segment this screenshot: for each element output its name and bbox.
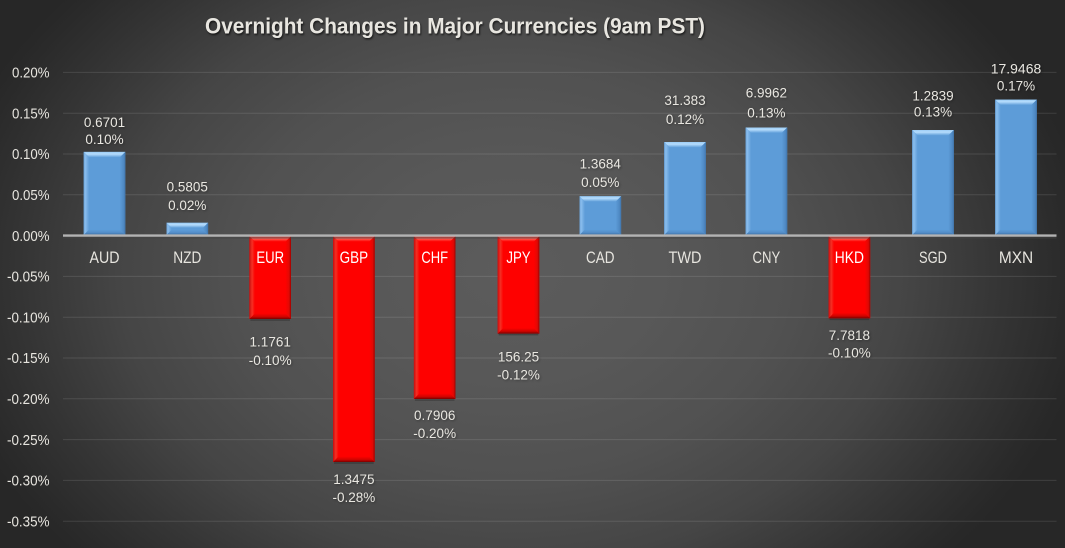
svg-text:CHF: CHF: [421, 249, 448, 267]
svg-text:-0.10%: -0.10%: [7, 310, 50, 326]
svg-text:0.20%: 0.20%: [12, 66, 50, 82]
svg-text:NZD: NZD: [173, 249, 201, 267]
svg-text:0.00%: 0.00%: [12, 229, 50, 245]
svg-text:31.383: 31.383: [664, 93, 705, 108]
svg-text:-0.25%: -0.25%: [7, 433, 50, 449]
svg-text:-0.15%: -0.15%: [7, 351, 50, 367]
svg-text:-0.28%: -0.28%: [333, 490, 376, 505]
svg-text:-0.05%: -0.05%: [7, 270, 50, 286]
svg-text:7.7818: 7.7818: [829, 328, 870, 343]
svg-text:-0.20%: -0.20%: [7, 392, 50, 408]
svg-text:0.10%: 0.10%: [12, 147, 50, 163]
svg-text:-0.30%: -0.30%: [7, 474, 50, 490]
svg-text:HKD: HKD: [835, 249, 864, 267]
svg-text:0.7906: 0.7906: [414, 408, 455, 423]
svg-text:1.3684: 1.3684: [580, 156, 622, 171]
svg-text:0.6701: 0.6701: [84, 115, 125, 130]
svg-text:SGD: SGD: [919, 249, 947, 267]
svg-text:-0.35%: -0.35%: [7, 514, 50, 530]
svg-text:-0.10%: -0.10%: [249, 353, 292, 368]
svg-text:0.13%: 0.13%: [747, 105, 785, 120]
svg-text:1.1761: 1.1761: [250, 334, 291, 349]
svg-text:0.12%: 0.12%: [666, 112, 704, 127]
svg-text:0.13%: 0.13%: [914, 105, 952, 120]
svg-text:156.25: 156.25: [498, 349, 539, 364]
svg-text:1.2839: 1.2839: [912, 89, 953, 104]
svg-text:GBP: GBP: [340, 249, 369, 267]
svg-text:0.5805: 0.5805: [167, 179, 208, 194]
svg-text:0.05%: 0.05%: [12, 188, 50, 204]
svg-text:-0.10%: -0.10%: [828, 346, 871, 361]
svg-text:0.05%: 0.05%: [581, 175, 619, 190]
svg-text:JPY: JPY: [506, 249, 530, 267]
svg-text:0.15%: 0.15%: [12, 106, 50, 122]
svg-text:Overnight Changes in Major Cur: Overnight Changes in Major Currencies (9…: [205, 13, 705, 38]
svg-text:TWD: TWD: [669, 249, 702, 267]
svg-text:CNY: CNY: [753, 249, 781, 267]
svg-text:6.9962: 6.9962: [746, 85, 787, 100]
svg-text:1.3475: 1.3475: [333, 472, 374, 487]
svg-text:MXN: MXN: [999, 249, 1033, 267]
svg-text:0.02%: 0.02%: [168, 198, 206, 213]
svg-text:0.10%: 0.10%: [85, 132, 123, 147]
svg-text:AUD: AUD: [90, 249, 120, 267]
svg-text:17.9468: 17.9468: [991, 62, 1042, 77]
svg-text:-0.12%: -0.12%: [497, 367, 540, 382]
svg-text:EUR: EUR: [256, 249, 284, 267]
svg-text:-0.20%: -0.20%: [413, 426, 456, 441]
svg-text:0.17%: 0.17%: [997, 79, 1035, 94]
svg-text:CAD: CAD: [586, 249, 615, 267]
